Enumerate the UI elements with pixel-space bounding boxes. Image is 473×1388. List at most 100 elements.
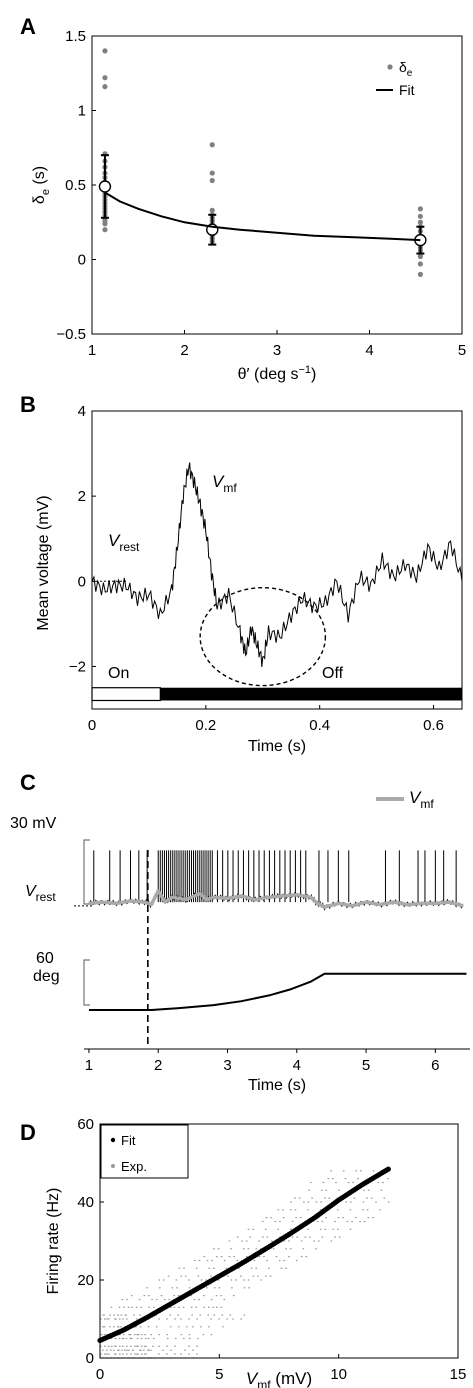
panel-d-exp-point [266,1236,269,1238]
panel-d-exp-point [143,1295,146,1297]
panel-d-exp-point [108,1353,110,1355]
panel-d-exp-point [387,1201,390,1203]
panel-d-exp-point [138,1298,141,1301]
panel-d-exp-point [195,1267,198,1269]
panel-d-exp-point [122,1334,125,1336]
panel-d-exp-point [145,1353,147,1355]
panel-d-exp-point [121,1349,123,1351]
panel-a-data-point [417,219,423,225]
panel-d-exp-point [129,1337,132,1340]
panel-d-exp-point [135,1326,137,1328]
panel-a-scatter-points [102,48,423,277]
panel-a-fit-curve [104,191,421,242]
panel-d-exp-point [196,1318,198,1320]
panel-d-plot-frame [99,1123,459,1359]
panel-d-exp-point [196,1353,198,1355]
panel-d-exp-point [163,1298,166,1301]
panel-d-exp-point [115,1345,117,1347]
panel-d-exp-point [382,1181,384,1184]
panel-d-exp-point [260,1279,262,1281]
panel-d-exp-point [144,1337,147,1340]
panel-d-exp-point [300,1240,303,1242]
panel-d-exp-point [247,1248,250,1250]
panel-d-exp-point [221,1314,224,1316]
panel-d-exp-point [203,1256,206,1258]
panel-d-exp-point [210,1298,213,1301]
panel-d-exp-point [253,1259,256,1262]
panel-d-exp-point [170,1306,172,1308]
panel-d-exp-point [195,1306,198,1308]
panel-c-x-ticks: 1 2 3 4 5 6 [85,1049,440,1074]
panel-d-exp-point [148,1349,150,1351]
panel-d-exp-point [243,1279,245,1281]
panel-d-exp-point [245,1256,248,1258]
panel-d-exp-point [355,1170,358,1172]
panel-d-exp-point [309,1236,311,1238]
panel-d-exp-point [109,1326,111,1328]
panel-d-exp-point [110,1349,112,1351]
panel-d-exp-point [126,1298,128,1301]
panel-d-exp-point [208,1267,211,1269]
panel-d-exp-point [152,1345,154,1347]
panel-d-exp-point [129,1334,132,1336]
panel-d-exp-point [158,1318,160,1320]
panel-a-data-point [209,142,215,148]
panel-d-exp-point [290,1228,292,1230]
panel-d-legend-fit-label: Fit [121,1133,136,1148]
panel-d-exp-point [332,1178,334,1180]
panel-d-exp-point [190,1306,193,1308]
panel-d-exp-point [305,1256,308,1258]
panel-d-exp-point [383,1197,386,1199]
panel-d-exp-point [137,1353,139,1355]
panel-c-x-axis-label: Time (s) [248,1077,306,1094]
panel-d-exp-point [104,1345,106,1347]
panel-d-exp-point [168,1298,171,1301]
panel-d-legend-exp-label: Exp. [121,1159,147,1174]
panel-d-exp-point [103,1334,106,1336]
panel-d-legend-exp-marker [111,1164,115,1168]
panel-d-exp-point [363,1220,366,1223]
panel-d-exp-point [147,1349,149,1351]
panel-d-exp-point [139,1326,142,1328]
panel-d-exp-point [215,1295,218,1297]
panel-b-y-tick-label: 2 [78,488,86,505]
panel-d-exp-point [126,1345,128,1347]
panel-d-exp-point [119,1353,121,1355]
panel-d-exp-point [342,1170,345,1172]
panel-d-exp-point [121,1337,124,1340]
panel-d-exp-point [140,1334,143,1336]
panel-c-x-tick-label: 3 [223,1057,231,1074]
panel-d-exp-point [302,1248,305,1250]
panel-d-exp-point [177,1326,180,1328]
panel-d-exp-point [144,1334,146,1336]
panel-d-exp-point [248,1287,250,1289]
panel-d-exp-point [183,1267,185,1269]
panel-d-exp-point [130,1353,132,1355]
panel-d-exp-point [184,1349,186,1351]
panel-d-exp-point [136,1353,138,1355]
panel-d-exp-point [304,1236,307,1238]
panel-d-exp-point [362,1209,364,1211]
panel-d-exp-point [150,1349,152,1351]
panel-b-ellipse [199,586,327,687]
panel-d-legend-fit-marker [110,1137,116,1143]
panel-d-exp-point [387,1178,389,1180]
panel-d-exp-point [152,1337,155,1340]
panel-d-exp-point [175,1279,178,1281]
panel-d-exp-point [295,1217,297,1219]
panel-a-mean-marker [98,180,112,193]
panel-a-data-point [102,75,108,81]
panel-d-exp-point [210,1318,212,1320]
panel-d-exp-point [218,1287,221,1289]
panel-d-exp-point [185,1275,187,1277]
panel-d-exp-point [166,1345,168,1347]
panel-d-exp-point [136,1345,138,1347]
panel-d-exp-point [100,1334,103,1336]
panel-a-data-point [102,84,108,90]
panel-d-exp-point [233,1256,235,1258]
panel-d-exp-point [120,1314,123,1316]
panel-d-exp-point [193,1298,196,1301]
panel-b-dashed-ellipse [199,586,327,687]
panel-d-exp-point [137,1345,139,1347]
panel-d-exp-point [266,1259,268,1262]
